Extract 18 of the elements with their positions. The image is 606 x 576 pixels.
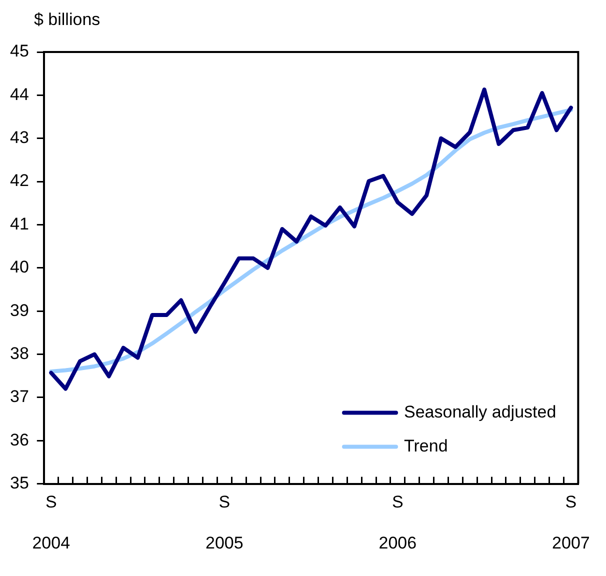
y-tick-label: 36 <box>10 430 29 450</box>
y-tick-label: 35 <box>10 473 29 492</box>
category-label: S 2007 <box>552 492 590 552</box>
y-tick-label: 40 <box>10 258 29 277</box>
y-tick-label: 44 <box>10 84 29 104</box>
y-tick-label: 41 <box>10 214 29 234</box>
y-tick-label: 38 <box>10 344 29 363</box>
y-tick-label: 45 <box>10 42 29 61</box>
legend-label: Seasonally adjusted <box>404 402 556 422</box>
category-label: S 2005 <box>205 492 244 552</box>
category-label: S 2006 <box>378 492 417 552</box>
y-axis-title: $ billions <box>34 10 100 29</box>
y-tick-label: 39 <box>10 300 29 320</box>
y-tick-label: 42 <box>10 171 29 190</box>
y-tick-label: 37 <box>10 387 29 406</box>
y-tick-label: 43 <box>10 128 29 148</box>
legend-label: Trend <box>404 436 448 456</box>
category-label: S 2004 <box>32 492 70 552</box>
